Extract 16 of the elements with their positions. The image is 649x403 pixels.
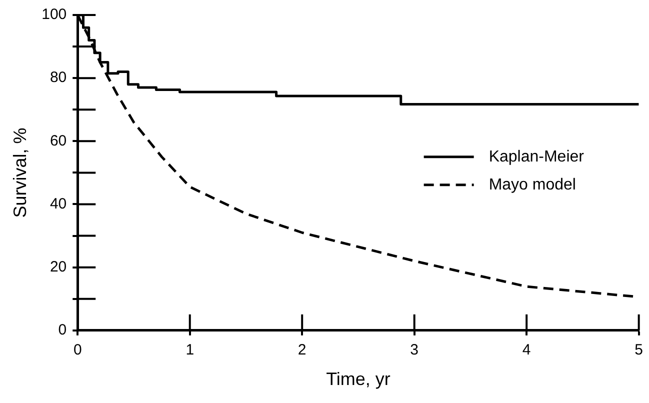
y-tick-label: 0 [58,322,67,339]
legend-label: Kaplan-Meier [488,148,585,166]
legend-label: Mayo model [488,176,576,194]
y-tick-label: 20 [50,258,67,276]
y-tick-label: 80 [50,69,67,86]
y-tick-label: 40 [50,195,67,212]
x-tick-label: 4 [522,342,531,359]
x-tick-label: 1 [186,342,194,359]
x-axis-title: Time, yr [326,369,390,390]
x-tick-label: 5 [634,342,643,359]
y-tick-label: 100 [42,6,67,24]
y-axis-title: Survival, % [10,128,30,218]
x-tick-label: 0 [73,342,82,359]
x-tick-label: 3 [410,342,419,359]
x-tick-label: 2 [298,342,306,359]
y-tick-label: 60 [50,132,67,150]
